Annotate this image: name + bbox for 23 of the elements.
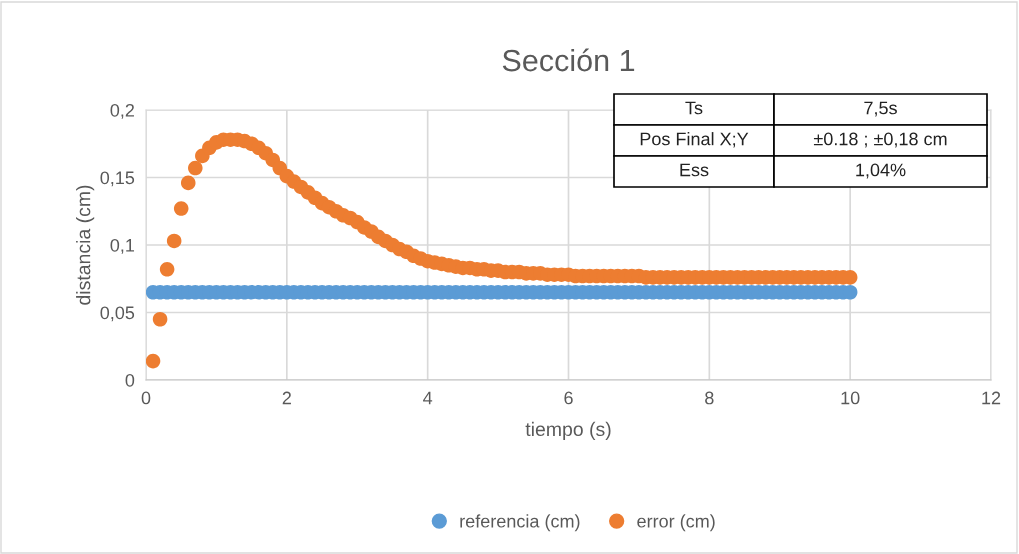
y-tick-label: 0,05 [100, 306, 135, 322]
annotation: 1,04% [856, 163, 906, 179]
annotation: Ts [685, 101, 703, 115]
x-tick-label: 0 [141, 391, 151, 405]
annotation: Pos Final X;Y [640, 132, 749, 148]
legend-label: referencia (cm) [460, 514, 580, 532]
y-tick-label: 0 [125, 373, 135, 387]
annotation: 7,5s [864, 101, 897, 117]
x-tick-label: 4 [423, 391, 433, 405]
y-tick-label: 0,15 [100, 171, 135, 187]
x-axis-title: tiempo (s) [525, 421, 611, 440]
x-tick-label: 2 [282, 391, 291, 405]
legend-label: error (cm) [637, 514, 715, 532]
x-tick-label: 8 [705, 391, 714, 405]
y-axis-title: distancia (cm) [76, 185, 95, 305]
x-tick-label: 12 [982, 391, 1001, 405]
annotation: Ess [680, 163, 709, 177]
chart-title: Sección 1 [502, 48, 635, 72]
x-tick-label: 6 [564, 391, 573, 405]
x-tick-label: 10 [841, 391, 860, 405]
y-tick-label: 0,2 [110, 103, 134, 119]
annotation: ±0.18 ; ±0,18 cm [813, 132, 947, 148]
y-tick-label: 0,1 [110, 238, 135, 254]
